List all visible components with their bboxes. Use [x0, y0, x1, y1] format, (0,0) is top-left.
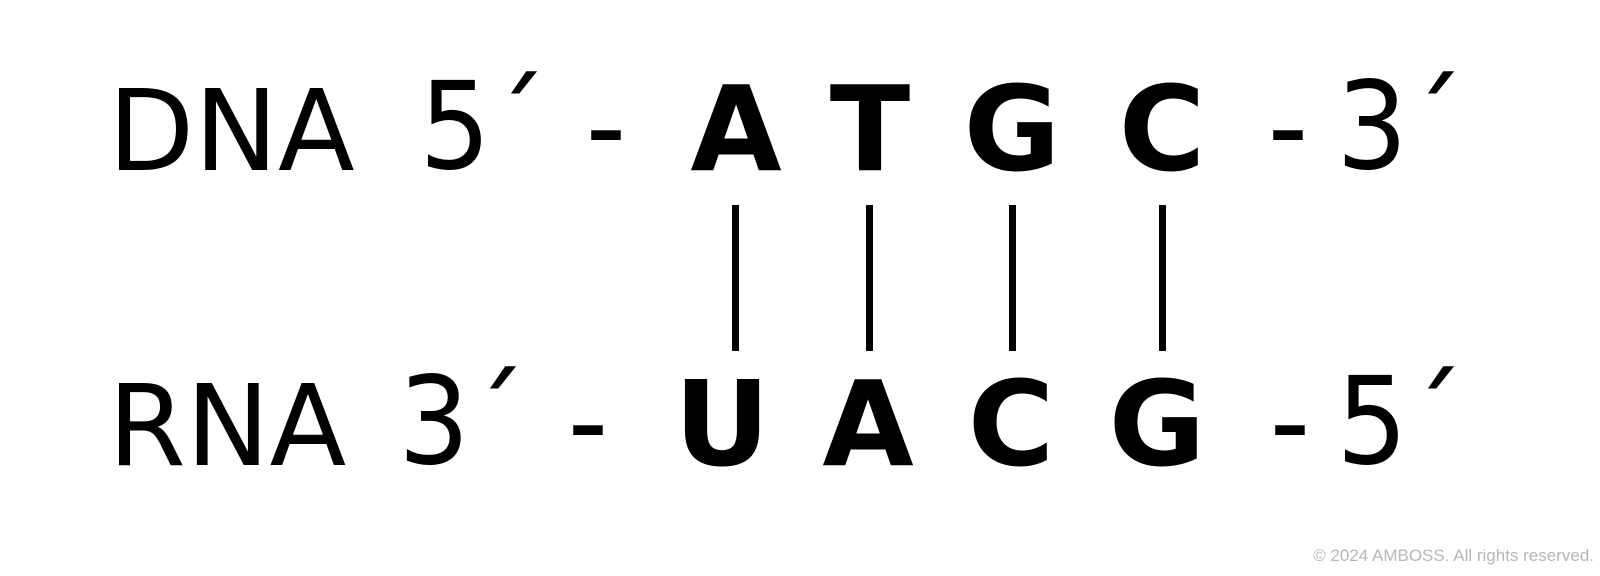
- dna-five-prime-end: 5´: [419, 57, 547, 198]
- rna-label: RNA: [108, 362, 347, 492]
- base-pair-bond: [732, 205, 739, 351]
- base-pair-bond: [1009, 205, 1016, 351]
- base-pair-bond: [866, 205, 873, 351]
- dna-label: DNA: [108, 67, 355, 197]
- copyright-notice: © 2024 AMBOSS. All rights reserved.: [1313, 546, 1594, 565]
- dna-right-separator: -: [1267, 57, 1309, 198]
- rna-base: G: [1108, 355, 1206, 493]
- dna-left-separator: -: [585, 57, 627, 198]
- dna-three-prime-end: 3´: [1336, 57, 1464, 198]
- dna-base: A: [690, 60, 782, 198]
- rna-base: A: [822, 355, 914, 493]
- dna-base: C: [1118, 60, 1206, 198]
- rna-base: C: [967, 355, 1055, 493]
- rna-right-separator: -: [1269, 352, 1311, 493]
- rna-five-prime-end: 5´: [1336, 352, 1464, 493]
- rna-base: U: [674, 355, 770, 493]
- rna-three-prime-end: 3´: [398, 352, 526, 493]
- dna-base: T: [829, 60, 911, 198]
- base-pair-bond: [1159, 205, 1166, 351]
- rna-left-separator: -: [567, 352, 609, 493]
- dna-base: G: [963, 60, 1061, 198]
